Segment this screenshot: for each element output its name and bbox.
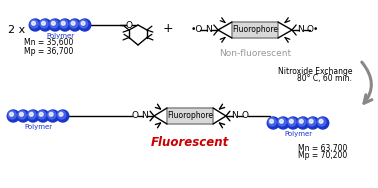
Circle shape bbox=[49, 19, 61, 31]
Circle shape bbox=[30, 20, 38, 28]
Circle shape bbox=[298, 118, 306, 126]
Circle shape bbox=[70, 20, 78, 28]
Circle shape bbox=[268, 118, 276, 126]
Text: +: + bbox=[163, 21, 173, 35]
Circle shape bbox=[297, 117, 309, 129]
Circle shape bbox=[69, 19, 81, 31]
Text: •O: •O bbox=[191, 26, 203, 35]
Circle shape bbox=[27, 110, 39, 122]
Text: Fluorophore: Fluorophore bbox=[232, 26, 278, 35]
Circle shape bbox=[71, 21, 75, 25]
Circle shape bbox=[308, 118, 316, 126]
Circle shape bbox=[29, 112, 33, 116]
Circle shape bbox=[40, 20, 48, 28]
Circle shape bbox=[48, 111, 56, 119]
Text: Polymer: Polymer bbox=[284, 131, 312, 137]
Text: Mp = 36,700: Mp = 36,700 bbox=[24, 46, 73, 55]
Circle shape bbox=[307, 117, 319, 129]
FancyArrowPatch shape bbox=[362, 62, 372, 103]
Circle shape bbox=[80, 20, 88, 28]
Circle shape bbox=[290, 119, 293, 123]
Circle shape bbox=[39, 112, 43, 116]
Circle shape bbox=[29, 19, 41, 31]
Circle shape bbox=[18, 111, 26, 119]
Text: 2 x: 2 x bbox=[8, 25, 25, 35]
Circle shape bbox=[319, 119, 323, 123]
Text: O: O bbox=[242, 111, 248, 121]
Text: O: O bbox=[125, 20, 133, 30]
Circle shape bbox=[59, 19, 71, 31]
Text: Non-fluorescent: Non-fluorescent bbox=[219, 49, 291, 58]
Text: 80° C, 60 min.: 80° C, 60 min. bbox=[297, 74, 352, 83]
Text: N: N bbox=[206, 26, 212, 35]
Circle shape bbox=[309, 119, 313, 123]
Text: Fluorescent: Fluorescent bbox=[151, 136, 229, 149]
Circle shape bbox=[51, 21, 55, 25]
Circle shape bbox=[57, 111, 66, 119]
Circle shape bbox=[7, 110, 19, 122]
Circle shape bbox=[267, 117, 279, 129]
Circle shape bbox=[278, 118, 286, 126]
Circle shape bbox=[287, 117, 299, 129]
Circle shape bbox=[57, 110, 69, 122]
Text: N: N bbox=[232, 111, 239, 121]
Circle shape bbox=[10, 112, 14, 116]
Text: Polymer: Polymer bbox=[46, 33, 74, 39]
Circle shape bbox=[79, 19, 91, 31]
Circle shape bbox=[299, 119, 303, 123]
Circle shape bbox=[50, 20, 58, 28]
Text: O•: O• bbox=[307, 26, 319, 35]
Text: N: N bbox=[142, 111, 149, 121]
Circle shape bbox=[318, 118, 326, 126]
Text: Mn = 63,700: Mn = 63,700 bbox=[298, 143, 347, 152]
Text: Fluorophore: Fluorophore bbox=[167, 111, 213, 121]
Circle shape bbox=[317, 117, 329, 129]
Circle shape bbox=[280, 119, 284, 123]
Circle shape bbox=[20, 112, 23, 116]
Circle shape bbox=[270, 119, 274, 123]
Circle shape bbox=[8, 111, 16, 119]
Text: Nitroxide Exchange: Nitroxide Exchange bbox=[277, 67, 352, 76]
Circle shape bbox=[59, 112, 63, 116]
Text: Mp = 70,200: Mp = 70,200 bbox=[298, 152, 347, 161]
Circle shape bbox=[17, 110, 29, 122]
Circle shape bbox=[60, 20, 68, 28]
FancyBboxPatch shape bbox=[167, 108, 213, 124]
Circle shape bbox=[81, 21, 85, 25]
Text: O: O bbox=[132, 111, 138, 121]
Circle shape bbox=[277, 117, 289, 129]
FancyBboxPatch shape bbox=[232, 22, 278, 38]
Circle shape bbox=[49, 112, 53, 116]
Circle shape bbox=[38, 111, 46, 119]
Circle shape bbox=[288, 118, 296, 126]
Text: Polymer: Polymer bbox=[24, 124, 52, 130]
Circle shape bbox=[39, 19, 51, 31]
Circle shape bbox=[42, 21, 45, 25]
Text: N: N bbox=[297, 26, 304, 35]
Circle shape bbox=[28, 111, 36, 119]
Circle shape bbox=[32, 21, 36, 25]
Circle shape bbox=[61, 21, 65, 25]
Circle shape bbox=[37, 110, 49, 122]
Circle shape bbox=[47, 110, 59, 122]
Text: Mn = 35,600: Mn = 35,600 bbox=[24, 39, 73, 48]
